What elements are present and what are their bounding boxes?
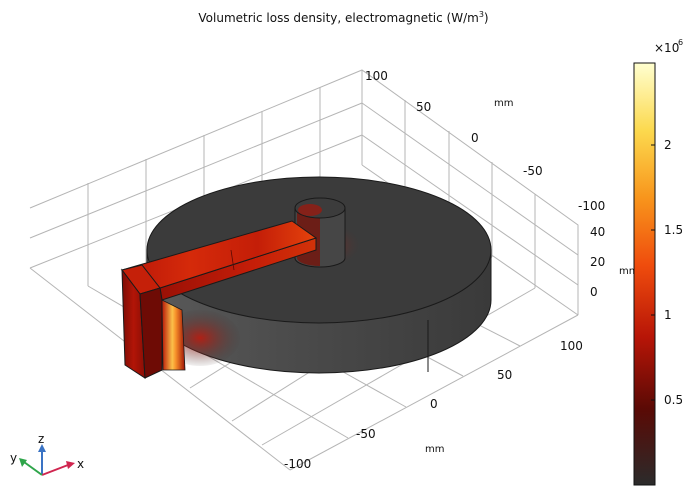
yoke-arm[interactable] [120, 220, 318, 379]
colorbar-tick-label: 0.5 [664, 393, 683, 407]
triad-x-label: x [77, 457, 84, 471]
z-axis-ticks: 40 20 0 mm [590, 225, 638, 299]
plot-title: Volumetric loss density, electromagnetic… [198, 10, 489, 25]
triad-y-label: y [10, 451, 17, 465]
axis-triad: z x y [10, 432, 84, 476]
triad-z-label: z [38, 432, 44, 446]
y-tick-label: 100 [365, 69, 388, 83]
x-tick-label: 100 [560, 339, 583, 353]
z-axis-unit: mm [619, 266, 638, 277]
z-tick-label: 20 [590, 255, 605, 269]
x-axis-ticks: 100 50 0 -50 -100 mm [284, 339, 583, 471]
y-tick-label: -50 [523, 164, 543, 178]
colorbar: ×10 6 2 1.5 1 0.5 [633, 38, 683, 486]
y-tick-label: 50 [416, 100, 431, 114]
y-tick-label: 0 [471, 131, 479, 145]
colorbar-exponent: ×10 [654, 41, 679, 55]
x-tick-label: 0 [430, 397, 438, 411]
colorbar-tick-label: 1 [664, 308, 672, 322]
x-tick-label: -50 [356, 427, 376, 441]
colorbar-tick-label: 1.5 [664, 223, 683, 237]
y-axis-unit: mm [494, 98, 513, 109]
x-axis-unit: mm [425, 444, 444, 455]
x-tick-label: 50 [497, 368, 512, 382]
x-tick-label: -100 [284, 457, 311, 471]
z-tick-label: 40 [590, 225, 605, 239]
colorbar-exponent-power: 6 [678, 38, 683, 47]
colorbar-tick-label: 2 [664, 138, 672, 152]
y-axis-ticks: 100 50 0 -50 -100 mm [365, 69, 605, 213]
colorbar-scale [633, 62, 656, 486]
y-tick-label: -100 [578, 199, 605, 213]
z-tick-label: 0 [590, 285, 598, 299]
